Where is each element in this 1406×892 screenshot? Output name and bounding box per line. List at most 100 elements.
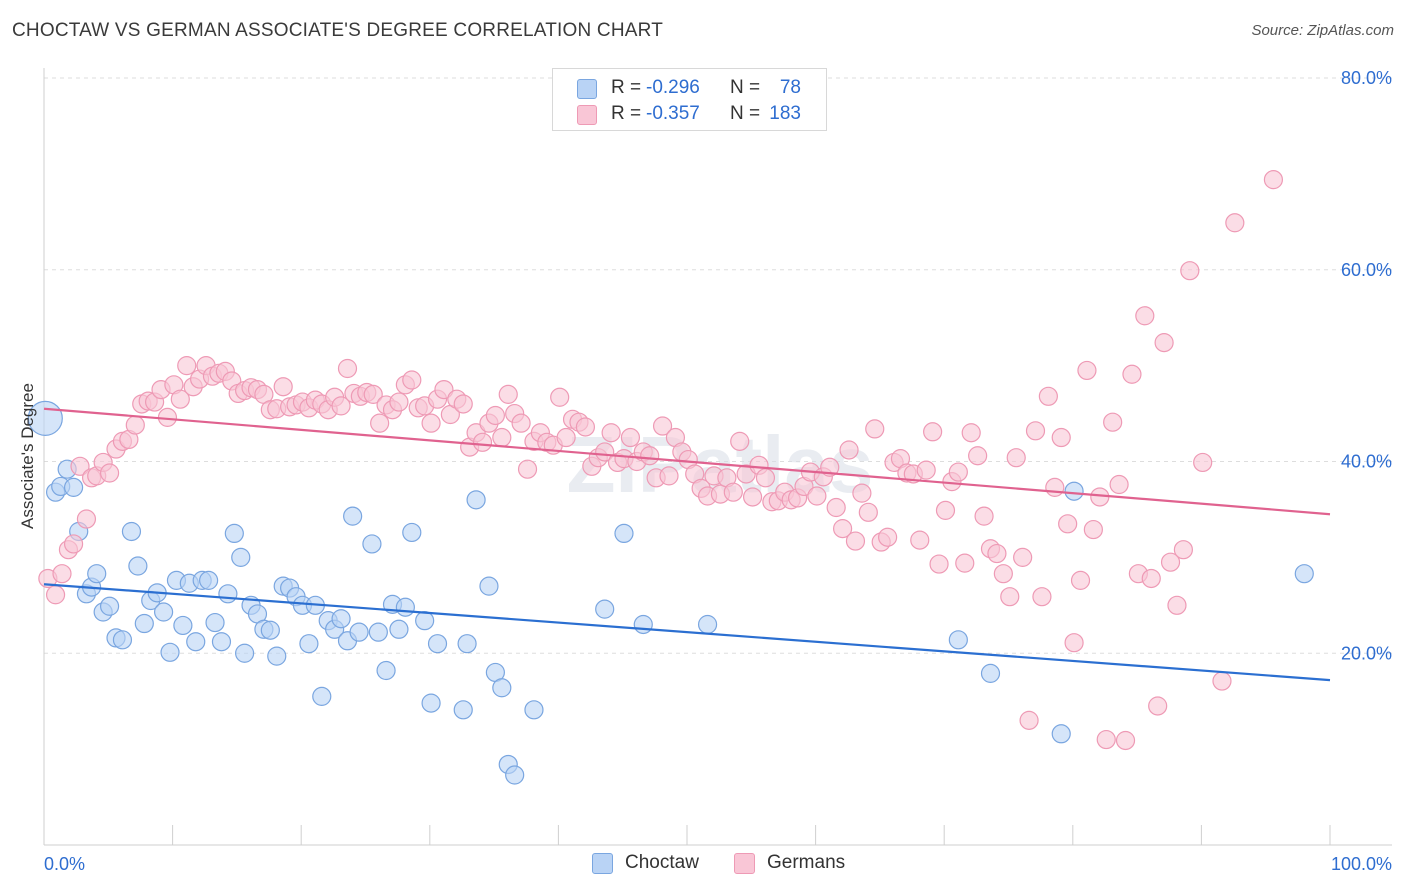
y-tick-label: 20.0% bbox=[1341, 643, 1392, 663]
choctaw-point bbox=[186, 632, 206, 652]
germans-point bbox=[402, 370, 422, 390]
choctaw-point bbox=[87, 564, 107, 584]
germans-point bbox=[421, 413, 441, 433]
x-tick-label-min: 0.0% bbox=[44, 854, 85, 874]
n-value: 78 bbox=[779, 77, 801, 98]
choctaw-point bbox=[218, 584, 238, 604]
x-ticks bbox=[172, 825, 1331, 845]
n-value: 183 bbox=[769, 103, 801, 124]
choctaw-point bbox=[343, 506, 363, 526]
choctaw-point bbox=[421, 693, 441, 713]
choctaw-point bbox=[479, 576, 499, 596]
germans-point bbox=[826, 497, 846, 518]
germans-point bbox=[865, 419, 885, 439]
germans-point bbox=[1006, 448, 1026, 468]
choctaw-point bbox=[199, 570, 219, 590]
choctaw-point bbox=[160, 642, 180, 662]
germans-point bbox=[1122, 364, 1142, 384]
germans-point bbox=[1115, 730, 1136, 751]
germans-point bbox=[993, 564, 1013, 584]
germans-point bbox=[987, 543, 1007, 564]
germans-point bbox=[556, 427, 576, 448]
germans-point bbox=[1109, 474, 1129, 495]
germans-point bbox=[1013, 547, 1033, 567]
germans-point bbox=[730, 431, 750, 451]
germans-point bbox=[575, 417, 596, 437]
choctaw-point bbox=[415, 611, 435, 631]
choctaw-point bbox=[235, 643, 255, 663]
germans-point bbox=[1077, 360, 1097, 381]
y-tick-label: 40.0% bbox=[1341, 452, 1392, 472]
r-value: -0.357 bbox=[646, 103, 700, 124]
choctaw-point bbox=[331, 609, 351, 629]
germans-point bbox=[1180, 261, 1200, 281]
germans-point bbox=[601, 423, 621, 443]
choctaw-trend-line bbox=[43, 583, 1331, 682]
germans-point bbox=[852, 483, 872, 503]
germans-point bbox=[1225, 213, 1245, 233]
choctaw-point bbox=[112, 630, 133, 650]
choctaw-point bbox=[153, 602, 174, 622]
germans-point bbox=[472, 432, 493, 452]
y-tick-labels: 20.0% 40.0% 60.0% 80.0% bbox=[1341, 68, 1392, 663]
germans-point bbox=[723, 482, 743, 502]
choctaw-point bbox=[63, 477, 84, 497]
choctaw-point bbox=[173, 615, 193, 636]
germans-point bbox=[640, 446, 660, 466]
germans-point bbox=[807, 486, 827, 506]
choctaw-point bbox=[99, 596, 120, 616]
germans-points bbox=[38, 170, 1284, 751]
germans-point bbox=[389, 392, 409, 412]
germans-point bbox=[1038, 386, 1058, 406]
germans-point bbox=[1141, 568, 1161, 589]
choctaw-point bbox=[427, 634, 448, 654]
germans-point bbox=[659, 466, 679, 486]
choctaw-point bbox=[121, 521, 142, 542]
choctaw-point bbox=[376, 660, 396, 681]
germans-point bbox=[1154, 333, 1174, 353]
choctaw-swatch bbox=[577, 79, 597, 99]
legend-row-choctaw: R = -0.296 N = 78 bbox=[553, 75, 826, 101]
germans-point bbox=[858, 502, 878, 522]
germans-point bbox=[1070, 570, 1091, 590]
germans-point bbox=[76, 509, 97, 529]
germans-point bbox=[1193, 452, 1213, 473]
germans-point bbox=[485, 405, 505, 426]
germans-point bbox=[935, 500, 956, 520]
choctaw-point bbox=[697, 614, 718, 635]
n-label: N = bbox=[730, 77, 761, 98]
germans-point bbox=[1058, 514, 1078, 534]
choctaw-point bbox=[980, 663, 1001, 683]
germans-point bbox=[1148, 696, 1168, 716]
choctaw-point bbox=[595, 599, 615, 619]
r-label: R = bbox=[611, 103, 642, 124]
choctaw-point bbox=[368, 622, 388, 642]
germans-point bbox=[923, 422, 943, 442]
choctaw-point bbox=[1064, 481, 1084, 501]
germans-legend-label: Germans bbox=[767, 852, 846, 873]
choctaw-point bbox=[614, 523, 634, 544]
choctaw-point bbox=[395, 597, 415, 617]
germans-point bbox=[916, 460, 936, 480]
germans-point bbox=[1045, 477, 1065, 497]
germans-point bbox=[833, 519, 853, 539]
y-tick-label: 60.0% bbox=[1341, 260, 1392, 280]
germans-point bbox=[370, 413, 390, 433]
germans-point bbox=[1212, 671, 1232, 691]
germans-point bbox=[961, 423, 981, 443]
germans-point bbox=[652, 416, 673, 436]
germans-point bbox=[1173, 540, 1193, 560]
germans-point bbox=[620, 427, 641, 448]
germans-point bbox=[1064, 633, 1084, 653]
germans-point bbox=[755, 468, 776, 488]
choctaw-point bbox=[633, 614, 653, 635]
choctaw-point bbox=[299, 634, 319, 654]
germans-point bbox=[170, 389, 190, 409]
germans-swatch bbox=[577, 105, 597, 125]
n-label: N = bbox=[730, 103, 761, 124]
axes bbox=[43, 68, 1392, 846]
germans-legend-swatch bbox=[734, 853, 755, 874]
germans-point bbox=[1103, 412, 1123, 432]
choctaw-point bbox=[362, 534, 382, 554]
